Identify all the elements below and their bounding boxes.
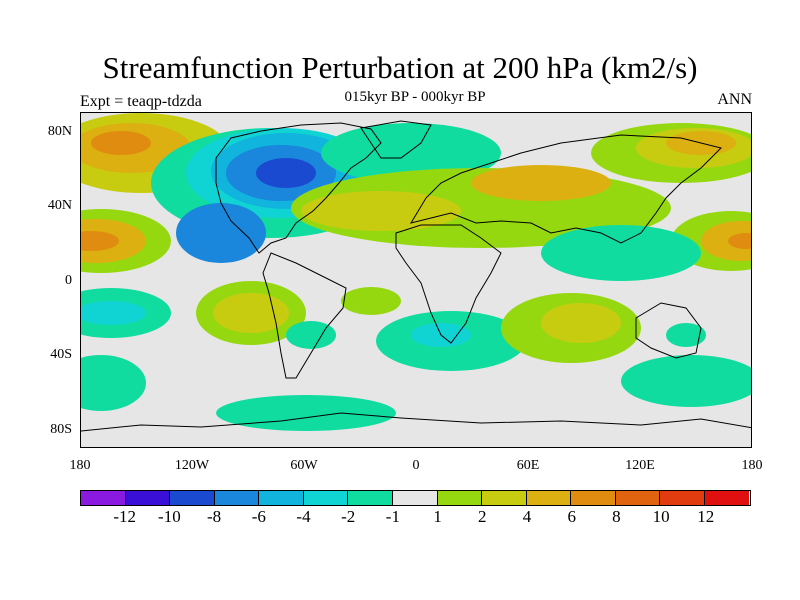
colorbar-label: 12 (697, 507, 715, 526)
north-america-coast (215, 122, 382, 254)
contour-fill (216, 395, 396, 431)
contour-fill (341, 287, 401, 315)
contour-fill (666, 323, 706, 347)
colorbar-label: 4 (522, 507, 532, 526)
lat-label: 80N (47, 124, 72, 139)
contour-fill (286, 321, 336, 349)
lat-label: 0 (65, 273, 72, 288)
contour-fill (728, 233, 751, 249)
season-label: ANN (717, 91, 752, 108)
colorbar-box (437, 491, 483, 505)
colorbar-box (259, 491, 304, 505)
contour-fill (541, 303, 621, 343)
lat-label: 40N (47, 198, 72, 213)
greenland-coast (360, 120, 432, 159)
colorbar-box (303, 491, 349, 505)
contour-fill (81, 231, 119, 251)
coastlines (81, 120, 751, 432)
lon-label: 120W (174, 458, 210, 473)
contour-fill (621, 355, 751, 407)
colorbar-label: 6 (567, 507, 576, 526)
colorbar-label: -6 (251, 507, 266, 526)
colorbar-label: -2 (341, 507, 356, 526)
colorbar-label: 8 (612, 507, 621, 526)
lat-label: 40S (50, 347, 72, 362)
colorbar-box (704, 491, 750, 505)
colorbar (80, 490, 751, 506)
contour-fill (91, 131, 151, 155)
colorbar-box (571, 491, 616, 505)
contour-fills (81, 113, 751, 431)
lon-label: 180 (69, 458, 91, 473)
contour-fill (81, 301, 146, 325)
colorbar-box (660, 491, 705, 505)
lat-label: 80S (50, 422, 72, 437)
colorbar-box (615, 491, 661, 505)
colorbar-box (170, 491, 215, 505)
lon-label: 120E (625, 458, 655, 473)
contour-map (81, 113, 751, 432)
colorbar-box (125, 491, 171, 505)
colorbar-box (348, 491, 393, 505)
colorbar-label: -12 (113, 507, 137, 526)
south-america-coast (262, 252, 347, 379)
colorbar-box (526, 491, 572, 505)
colorbar-box (392, 491, 438, 505)
plot-subtitle: 015kyr BP - 000kyr BP (344, 89, 486, 105)
lon-label: 180 (741, 458, 763, 473)
colorbar-label: 10 (652, 507, 670, 526)
antarctica-coast (81, 412, 751, 432)
plot-title: Streamfunction Perturbation at 200 hPa (… (102, 50, 698, 85)
contour-fill (471, 165, 611, 201)
colorbar-label: 1 (433, 507, 442, 526)
map-panel (80, 112, 752, 448)
lon-label: 60W (290, 458, 318, 473)
contour-fill (176, 203, 266, 263)
colorbar-label: -4 (296, 507, 311, 526)
contour-fill (701, 221, 751, 261)
africa-coast (395, 224, 502, 344)
colorbar-box (482, 491, 527, 505)
colorbar-label: -8 (207, 507, 222, 526)
colorbar-label: 2 (478, 507, 487, 526)
contour-fill (256, 158, 316, 188)
lon-label: 60E (516, 458, 540, 473)
experiment-label: Expt = teaqp-tdzda (80, 93, 202, 110)
colorbar-box (214, 491, 260, 505)
contour-fill (81, 355, 146, 411)
contour-fill (541, 225, 701, 281)
contour-fill (213, 293, 289, 333)
lon-label: 0 (412, 458, 420, 473)
colorbar-label: -1 (385, 507, 400, 526)
colorbar-label: -10 (158, 507, 181, 526)
contour-fill (321, 123, 501, 183)
australia-coast (635, 302, 702, 359)
eurasia-coast (409, 134, 722, 244)
colorbar-box (81, 491, 126, 505)
